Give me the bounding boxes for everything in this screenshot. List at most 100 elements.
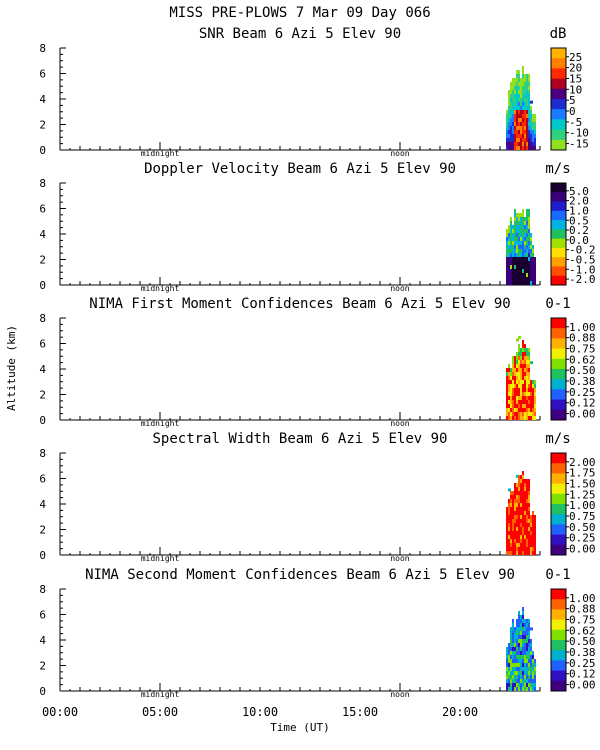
echo-cell — [524, 479, 526, 483]
colorbar-swatch — [551, 129, 566, 141]
echo-cell — [526, 372, 528, 376]
echo-cell — [524, 483, 526, 487]
colorbar-label: 0.25 — [569, 532, 596, 545]
echo-cell — [510, 400, 512, 404]
echo-cell — [518, 535, 520, 539]
echo-cell — [518, 543, 520, 547]
echo-cell — [518, 225, 520, 229]
echo-cell — [512, 380, 514, 384]
echo-region — [506, 607, 536, 691]
echo-cell — [510, 539, 512, 543]
echo-cell — [522, 655, 524, 659]
echo-cell — [530, 384, 532, 388]
echo-cell — [518, 380, 520, 384]
echo-cell — [516, 523, 518, 527]
echo-cell — [526, 384, 528, 388]
echo-cell — [506, 683, 508, 687]
echo-cell — [524, 671, 526, 675]
echo-cell — [530, 269, 532, 273]
echo-cell — [514, 90, 516, 94]
echo-cell — [512, 623, 514, 627]
echo-cell — [516, 138, 518, 142]
colorbar-swatch — [551, 358, 566, 370]
echo-cell — [512, 667, 514, 671]
echo-cell — [518, 261, 520, 265]
echo-cell — [528, 651, 530, 655]
echo-cell — [534, 380, 536, 384]
echo-cell — [526, 507, 528, 511]
echo-cell — [526, 277, 528, 281]
colorbar: 1.000.880.750.620.500.380.250.120.00 — [550, 588, 596, 692]
echo-cell — [512, 78, 514, 82]
echo-cell — [518, 356, 520, 360]
echo-cell — [512, 408, 514, 412]
echo-cell — [532, 392, 534, 396]
echo-cell — [514, 277, 516, 281]
y-tick-label: 4 — [39, 93, 46, 106]
echo-cell — [508, 543, 510, 547]
echo-cell — [514, 269, 516, 273]
echo-cell — [516, 483, 518, 487]
figure-title: MISS PRE-PLOWS 7 Mar 09 Day 066 — [169, 5, 430, 21]
echo-cell — [516, 687, 518, 691]
echo-cell — [532, 134, 534, 138]
echo-cell — [526, 360, 528, 364]
echo-cell — [514, 679, 516, 683]
echo-cell — [534, 551, 536, 555]
echo-cell — [528, 376, 530, 380]
y-tick-label: 8 — [39, 583, 46, 596]
echo-cell — [510, 229, 512, 233]
echo-cell — [530, 138, 532, 142]
echo-cell — [534, 663, 536, 667]
echo-cell — [514, 527, 516, 531]
echo-cell — [506, 269, 508, 273]
colorbar-swatch — [551, 369, 566, 380]
echo-cell — [520, 675, 522, 679]
echo-cell — [520, 376, 522, 380]
echo-cell — [522, 392, 524, 396]
echo-cell — [524, 627, 526, 631]
echo-cell — [510, 90, 512, 94]
echo-cell — [516, 543, 518, 547]
colorbar-label: 1.0 — [569, 204, 589, 217]
echo-cell — [516, 655, 518, 659]
echo-cell — [528, 507, 530, 511]
colorbar-swatch — [551, 650, 566, 661]
echo-cell — [512, 527, 514, 531]
echo-cell — [520, 213, 522, 217]
echo-cell — [524, 86, 526, 90]
echo-cell — [512, 404, 514, 408]
echo-cell — [526, 495, 528, 499]
echo-cell — [528, 225, 530, 229]
echo-cell — [506, 368, 508, 372]
echo-cell — [528, 126, 530, 130]
echo-cell — [534, 412, 536, 416]
echo-cell — [526, 213, 528, 217]
echo-cell — [528, 269, 530, 273]
echo-cell — [512, 655, 514, 659]
echo-cell — [514, 643, 516, 647]
echo-cell — [518, 241, 520, 245]
echo-cell — [528, 408, 530, 412]
echo-cell — [514, 106, 516, 110]
echo-cell — [528, 348, 530, 352]
echo-cell — [532, 655, 534, 659]
echo-cell — [510, 376, 512, 380]
y-tick-label: 6 — [39, 473, 46, 486]
echo-cell — [526, 257, 528, 261]
echo-cell — [526, 229, 528, 233]
colorbar-frame — [550, 452, 567, 556]
echo-cell — [518, 495, 520, 499]
echo-cell — [524, 261, 526, 265]
echo-cell — [522, 408, 524, 412]
echo-cell — [518, 615, 520, 619]
echo-cell — [510, 687, 512, 691]
echo-cell — [518, 126, 520, 130]
echo-cell — [508, 142, 510, 146]
colorbar-swatch — [551, 99, 566, 110]
echo-cell — [522, 667, 524, 671]
echo-cell — [518, 233, 520, 237]
colorbar-label: 0.75 — [569, 510, 596, 523]
echo-cell — [506, 547, 508, 551]
echo-cell — [528, 233, 530, 237]
